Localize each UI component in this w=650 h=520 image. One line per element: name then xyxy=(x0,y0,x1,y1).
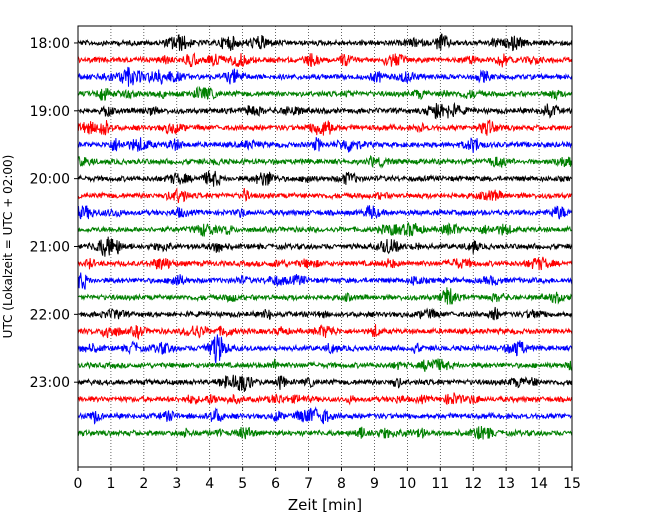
x-tick-label-10: 10 xyxy=(398,476,416,492)
x-tick-label-6: 6 xyxy=(271,476,280,492)
x-tick-label-14: 14 xyxy=(530,476,548,492)
x-tick-label-11: 11 xyxy=(431,476,449,492)
seismic-traces xyxy=(77,33,573,440)
y-tick-label-20:00: 20:00 xyxy=(30,172,70,188)
x-tick-label-5: 5 xyxy=(238,476,247,492)
trace-1900 xyxy=(78,101,573,120)
trace-2215 xyxy=(77,323,573,341)
trace-2300 xyxy=(77,374,573,392)
x-tick-label-0: 0 xyxy=(74,476,83,492)
trace-1845 xyxy=(77,85,573,101)
trace-2315 xyxy=(77,392,573,406)
x-tick-label-4: 4 xyxy=(205,476,214,492)
trace-2030 xyxy=(77,205,573,220)
y-tick-label-18:00: 18:00 xyxy=(30,36,70,52)
trace-2345 xyxy=(77,425,573,440)
trace-1945 xyxy=(77,155,573,169)
trace-1800 xyxy=(77,33,573,52)
trace-2200 xyxy=(77,306,573,321)
y-tick-label-23:00: 23:00 xyxy=(30,375,70,391)
x-tick-label-9: 9 xyxy=(370,476,379,492)
trace-2015 xyxy=(77,187,573,203)
x-tick-label-8: 8 xyxy=(337,476,346,492)
trace-1815 xyxy=(77,52,573,68)
y-tick-label-19:00: 19:00 xyxy=(30,104,70,120)
x-tick-label-7: 7 xyxy=(304,476,313,492)
trace-2130 xyxy=(77,272,573,290)
trace-1830 xyxy=(77,66,573,87)
x-tick-label-13: 13 xyxy=(497,476,515,492)
trace-2100 xyxy=(77,236,573,257)
y-tick-label-21:00: 21:00 xyxy=(30,240,70,256)
trace-1915 xyxy=(77,119,573,136)
x-axis-ticks: 0 1 2 3 4 5 6 7 8 9 10 11 12 13 14 15 xyxy=(74,467,581,492)
trace-2145 xyxy=(77,287,573,305)
trace-2230 xyxy=(77,334,573,364)
trace-2115 xyxy=(77,256,573,271)
trace-1930 xyxy=(77,137,573,154)
x-tick-label-12: 12 xyxy=(464,476,482,492)
x-tick-label-3: 3 xyxy=(172,476,181,492)
y-tick-label-22:00: 22:00 xyxy=(30,307,70,323)
x-tick-label-2: 2 xyxy=(139,476,148,492)
x-axis-label: Zeit [min] xyxy=(288,496,362,514)
trace-2330 xyxy=(77,406,573,425)
trace-2000 xyxy=(77,170,573,187)
y-axis-label: UTC (Lokalzeit = UTC + 02:00) xyxy=(1,155,15,339)
trace-2245 xyxy=(77,358,573,372)
x-tick-label-1: 1 xyxy=(106,476,115,492)
trace-2045 xyxy=(77,222,573,237)
y-axis-ticks: 18:00 19:00 20:00 21:00 22:00 23:00 xyxy=(30,36,78,391)
x-tick-label-15: 15 xyxy=(563,476,581,492)
